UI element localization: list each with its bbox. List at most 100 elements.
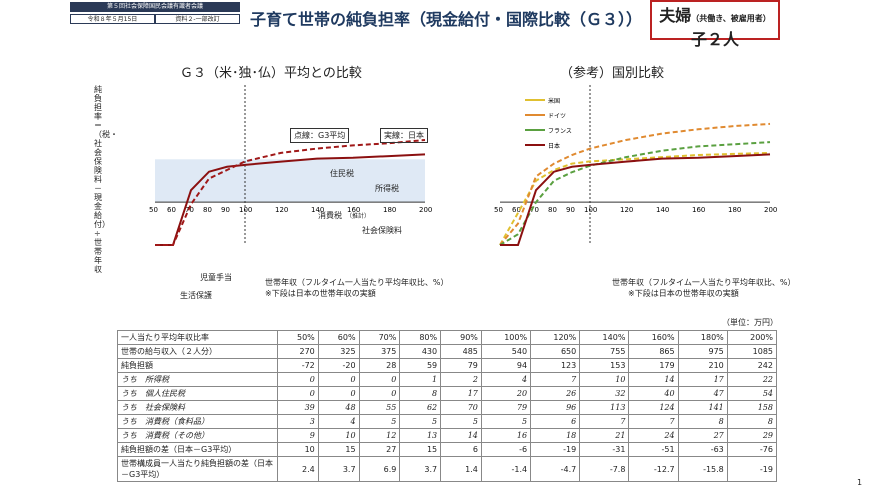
table-cell: 123 (530, 358, 581, 373)
x-tick: 180 (383, 206, 396, 214)
table-cell: 485 (440, 344, 482, 359)
x-tick: 60 (512, 206, 521, 214)
page-number: 1 (857, 478, 863, 487)
table-cell: 200% (726, 330, 778, 345)
table-cell: 15 (317, 442, 360, 457)
right-chart-title: （参考）国別比較 (560, 66, 665, 81)
table-cell: 9 (277, 428, 319, 443)
table-cell: 124 (628, 400, 679, 415)
doc-id: 資料２-一部改訂 (155, 14, 240, 24)
table-cell: 2.4 (277, 456, 319, 482)
table-cell: 113 (579, 400, 630, 415)
table-cell: 8 (399, 386, 442, 401)
table-cell: 27 (677, 428, 728, 443)
legend-label: フランス (548, 128, 572, 135)
table-cell: 20 (480, 386, 532, 401)
table-cell: 55 (358, 400, 401, 415)
table-cell: -15.8 (677, 456, 728, 482)
series-line (499, 151, 771, 246)
table-cell: 6.9 (358, 456, 401, 482)
x-tick: 70 (530, 206, 539, 214)
table-cell: うち 消費税（食料品） (117, 414, 278, 429)
table-cell: 242 (726, 358, 778, 373)
table-cell: 4 (317, 414, 360, 429)
table-cell: 39 (277, 400, 319, 415)
callout-solid: 実線：日本 (380, 128, 428, 143)
table-cell: 7 (530, 372, 581, 387)
table-cell: 14 (628, 372, 679, 387)
table-cell: 3 (277, 414, 319, 429)
table-cell: 12 (358, 428, 401, 443)
table-cell: 15 (399, 442, 442, 457)
table-cell: 26 (530, 386, 581, 401)
table-row: うち 消費税（食料品） 3 4 5 5 5 5 6 7 7 8 8 (117, 414, 778, 429)
table-cell: 60% (317, 330, 360, 345)
table-cell: 18 (530, 428, 581, 443)
series-line (155, 153, 426, 246)
household-tag: 夫婦（共働き、被雇用者） 子２人 (650, 0, 780, 49)
table-cell: 一人当たり平均年収比率 (117, 330, 278, 345)
table-row: うち 所得税 0 0 0 1 2 4 7 10 14 17 22 (117, 372, 778, 387)
x-axis-note: ※下段は日本の世帯年収の実額 (265, 289, 376, 298)
table-cell: 100% (480, 330, 532, 345)
x-tick: 80 (548, 206, 557, 214)
label-social-insurance: 社会保険料 (362, 226, 402, 235)
table-cell: -7.8 (579, 456, 630, 482)
table-cell: 270 (277, 344, 319, 359)
table-cell: 375 (358, 344, 401, 359)
table-cell: 160% (628, 330, 679, 345)
table-cell: 7 (628, 414, 679, 429)
table-cell: 70% (358, 330, 401, 345)
table-cell: 3.7 (399, 456, 442, 482)
table-cell: 純負担額の差（日本－G3平均） (117, 442, 278, 457)
table-cell: 32 (579, 386, 630, 401)
left-chart: -20%-10%0%10%20%30%40%50%506070809010012… (149, 85, 432, 246)
table-cell: 1.4 (440, 456, 482, 482)
date: 令和８年５月15日 (70, 14, 155, 24)
table-cell: 純負担額 (117, 358, 278, 373)
table-cell: 90% (440, 330, 482, 345)
table-cell: 210 (677, 358, 728, 373)
x-tick: 120 (275, 206, 288, 214)
tag-main: 夫婦 (659, 6, 692, 25)
table-cell: 153 (579, 358, 630, 373)
tag-children: 子２人 (690, 30, 739, 49)
data-table: 一人当たり平均年収比率 50% 60% 70% 80% 90% 100% 120% 140% 16… (117, 330, 778, 482)
legend-label: 日本 (548, 142, 560, 150)
table-cell: 29 (726, 428, 778, 443)
table-row: うち 消費税（その他） 9 10 12 13 14 16 18 21 24 27 29 (117, 428, 778, 443)
series-line (499, 141, 771, 246)
table-cell: 180% (677, 330, 728, 345)
table-cell: うち 消費税（その他） (117, 428, 278, 443)
table-cell: 47 (677, 386, 728, 401)
table-cell: 755 (579, 344, 630, 359)
table-cell: -4.7 (530, 456, 581, 482)
x-tick: 90 (566, 206, 575, 214)
left-chart-title: Ｇ３（米･独･仏）平均との比較 (180, 66, 362, 81)
table-cell: 8 (726, 414, 778, 429)
table-cell: -1.4 (480, 456, 532, 482)
x-tick: 50 (494, 206, 503, 214)
table-cell: 世帯構成員一人当たり純負担額の差（日本－G3平均） (117, 456, 278, 482)
table-cell: 5 (480, 414, 532, 429)
table-cell: 40 (628, 386, 679, 401)
table-cell: うち 社会保険料 (117, 400, 278, 415)
table-cell: 27 (358, 442, 401, 457)
x-tick: 140 (656, 206, 669, 214)
table-cell: 世帯の給与収入（２人分） (117, 344, 278, 359)
table-cell: 54 (726, 386, 778, 401)
table-cell: 540 (480, 344, 532, 359)
x-tick: 160 (347, 206, 360, 214)
table-cell: 2 (440, 372, 482, 387)
x-tick: 60 (167, 206, 176, 214)
table-cell: 1085 (726, 344, 778, 359)
table-cell: 17 (677, 372, 728, 387)
table-cell: 10 (277, 442, 319, 457)
table-cell: 80% (399, 330, 442, 345)
table-cell: 14 (440, 428, 482, 443)
table-cell: -6 (480, 442, 532, 457)
table-row: うち 個人住民税 0 0 0 8 17 20 26 32 40 47 54 (117, 386, 778, 401)
series-line (499, 122, 771, 246)
table-cell: -19 (726, 456, 778, 482)
table-row: 世帯構成員一人当たり純負担額の差（日本－G3平均） 2.4 3.7 6.9 3.7 1.4… (117, 456, 778, 482)
